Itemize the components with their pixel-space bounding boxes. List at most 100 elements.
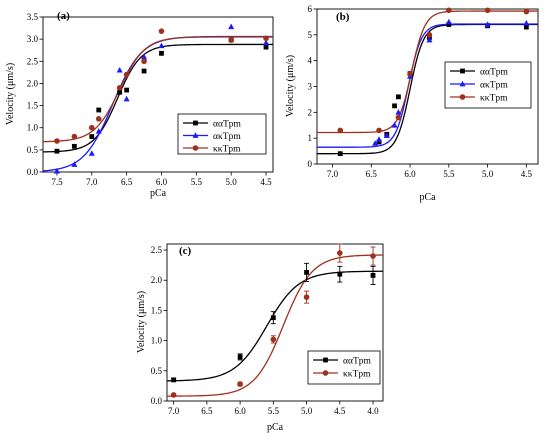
data-point-square [337,271,343,277]
y-tick-label: 1.0 [27,123,39,133]
data-point-circle [426,32,433,38]
data-point-circle [523,8,530,15]
y-tick-label: 1 [308,133,313,143]
x-tick-label: 5.0 [301,406,313,416]
y-tick-label: 0 [308,159,313,169]
legend-marker-triangle [459,80,466,87]
data-point-triangle [484,21,491,27]
x-tick-label: 7.0 [327,169,339,179]
y-tick-label: 1.0 [151,336,163,346]
x-tick-label: 7.5 [51,177,63,187]
data-point-square [124,87,130,93]
panel-c: 7.0 6.5 6.0 5.5 5.0 4.5 4.0 0.0 0.5 1.0 1.5 2.0 2.5 p… [136,243,384,433]
fit-curve-square [42,43,273,153]
data-point-square [270,315,276,321]
data-point-circle [237,381,243,387]
data-point-circle [337,250,343,256]
y-tick-label: 2.5 [27,56,39,66]
data-point-triangle [426,36,433,43]
fit-curve-circle [42,36,273,143]
data-point-circle [54,138,60,144]
x-tick-label: 7.0 [86,177,98,187]
x-tick-label: 5.5 [268,406,280,416]
data-point-triangle [53,167,60,174]
data-point-triangle [523,20,530,26]
data-point-square [304,269,309,275]
fit-curve-circle [167,254,384,397]
data-point-triangle [116,66,123,73]
data-point-circle [484,7,491,14]
legend-box [444,61,532,109]
x-tick-label: 4.0 [367,406,379,416]
legend-label: ααTpm [343,357,372,367]
y-tick-label: 3.0 [27,34,39,44]
legend-label: κκTpm [343,370,371,380]
y-axis-label: Velocity (μm/s) [136,291,147,353]
legend-marker-circle [322,370,329,376]
y-tick-label: 0.0 [151,396,163,406]
data-point-circle [158,28,165,34]
data-point-circle [407,70,413,77]
y-tick-label: 0.5 [27,145,39,155]
y-tick-label: 3.5 [27,12,39,22]
y-tick-label: 6 [308,4,313,14]
panel-label: (a) [57,10,70,22]
y-tick-label: 5 [308,30,313,40]
x-tick-label: 5.5 [191,177,203,187]
data-point-triangle [71,161,78,167]
data-point-circle [337,127,344,134]
x-tick-label: 6.5 [121,177,133,187]
legend: ααTpm ακTpm κκTpm [177,113,267,155]
x-tick-label: 4.5 [260,177,272,187]
legend-marker-square [460,68,465,74]
legend-marker-triangle [192,132,199,138]
data-point-square [141,68,147,74]
y-tick-label: 4 [308,56,313,66]
data-point-triangle [372,140,379,146]
panel-label: (b) [336,11,350,23]
data-point-square [376,139,382,145]
legend-label: ακTpm [213,132,241,142]
y-tick-label: 0.0 [27,167,39,177]
data-point-square [71,143,77,149]
legend-box [177,113,267,155]
data-point-circle [141,58,147,65]
x-tick-label: 4.5 [334,406,346,416]
data-point-square [523,24,529,30]
legend-label: ακTpm [480,81,508,91]
legend-label: ααTpm [213,120,242,130]
data-point-circle [270,336,277,343]
data-point-triangle [88,150,95,156]
y-tick-label: 1.5 [27,101,39,111]
data-point-square [263,44,269,50]
x-axis-label: pCa [267,422,284,433]
y-tick-label: 0.5 [151,366,163,376]
y-tick-label: 2 [308,107,313,117]
data-point-square [89,134,95,139]
y-axis-label: Velocity (μm/s) [285,55,296,117]
x-tick-label: 7.0 [168,406,180,416]
data-point-triangle [263,39,270,46]
data-point-square [237,354,243,360]
data-point-triangle [395,109,402,115]
data-point-circle [116,85,123,91]
x-tick-label: 5.5 [443,169,455,179]
data-point-square [54,148,60,154]
legend-label: ααTpm [480,68,509,78]
panel-b: 7.0 6.5 6.0 5.5 5.0 4.5 0 1 2 3 4 5 6 pCa Velocity (μm… [285,4,539,203]
legend: ααTpm ακTpm κκTpm [444,61,532,109]
data-point-circle [71,133,78,140]
y-tick-label: 2.0 [27,78,39,88]
data-point-circle [123,71,130,78]
data-point-circle [303,294,310,300]
x-tick-label: 5.0 [482,169,494,179]
data-point-circle [228,37,234,43]
legend: ααTpm κκTpm [307,350,381,385]
y-tick-label: 1.5 [151,305,163,315]
data-point-square [446,22,452,27]
legend-label: κκTpm [213,145,241,155]
data-point-square [337,151,343,157]
fit-curve-circle [317,10,538,134]
data-point-circle [263,35,269,42]
